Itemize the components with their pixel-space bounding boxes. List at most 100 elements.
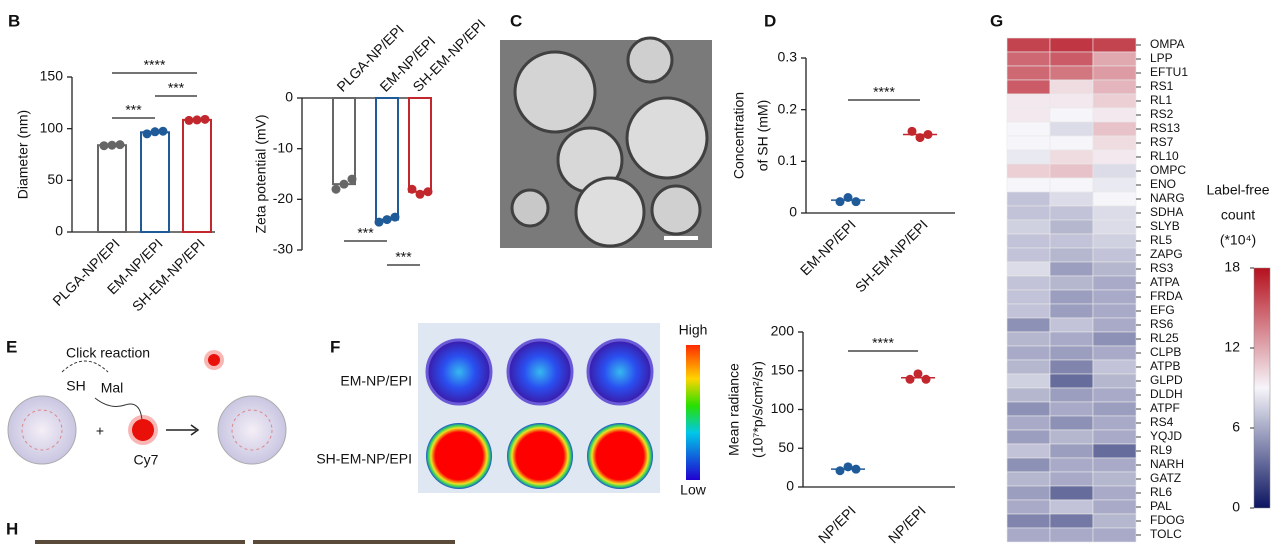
heatmap-cell — [1006, 443, 1051, 459]
data-point — [835, 466, 845, 476]
row-label: RL10 — [1150, 149, 1179, 163]
heatmap-cell — [1006, 37, 1051, 53]
bar — [182, 118, 212, 233]
heatmap-cell — [1092, 289, 1137, 305]
heatmap-cell — [1049, 65, 1094, 81]
row-label: RS4 — [1150, 415, 1174, 429]
heatmap-cell — [1049, 37, 1094, 53]
y-tick-label: 0 — [285, 89, 293, 105]
y-tick-label: -30 — [273, 241, 293, 257]
heatmap-cell — [1049, 177, 1094, 193]
heatmap-cell — [1049, 401, 1094, 417]
row-label: RS3 — [1150, 261, 1174, 275]
bar — [375, 97, 399, 221]
y-tick-label: -20 — [273, 190, 293, 206]
panel-label: C — [510, 11, 522, 30]
heatmap-cell — [1092, 317, 1137, 333]
colorbar-label: High — [679, 322, 708, 338]
x-tick-label: NP/EPI — [815, 502, 859, 544]
y-tick-label: 150 — [40, 68, 64, 84]
heatmap-cell — [1092, 247, 1137, 263]
heatmap-cell — [1049, 303, 1094, 319]
data-point — [913, 369, 923, 379]
heatmap-cell — [1049, 93, 1094, 109]
row-label: ATPF — [1150, 401, 1180, 415]
heatmap-cell — [1092, 261, 1137, 277]
heatmap-cell — [1049, 499, 1094, 515]
heatmap-cell — [1092, 51, 1137, 67]
row-label: NARH — [1150, 457, 1184, 471]
heatmap-cell — [1092, 163, 1137, 179]
heatmap-cell — [1006, 219, 1051, 235]
data-point — [921, 374, 931, 384]
diagram-label: Cy7 — [134, 452, 159, 468]
heatmap-cell — [1049, 163, 1094, 179]
row-label: RL6 — [1150, 485, 1172, 499]
heatmap-cell — [1006, 457, 1051, 473]
heatmap-cell — [1006, 275, 1051, 291]
data-point — [150, 127, 160, 137]
heatmap-cell — [1049, 373, 1094, 389]
data-point — [374, 217, 384, 227]
row-label: NARG — [1150, 191, 1185, 205]
heatmap-cell — [1092, 443, 1137, 459]
heatmap-cell — [1049, 471, 1094, 487]
row-label: SH-EM-NP/EPI — [316, 451, 412, 467]
colorbar — [1253, 267, 1271, 509]
heatmap-cell — [1049, 527, 1094, 543]
x-tick-label: NP/EPI — [885, 502, 929, 544]
heatmap-cell — [1006, 247, 1051, 263]
row-label: EM-NP/EPI — [340, 373, 412, 389]
heatmap-cell — [1049, 317, 1094, 333]
heatmap-cell — [1092, 359, 1137, 375]
heatmap-cell — [1006, 359, 1051, 375]
heatmap-cell — [1092, 527, 1137, 543]
heatmap-cell — [1049, 359, 1094, 375]
heatmap-cell — [1049, 247, 1094, 263]
heatmap-cell — [1006, 149, 1051, 165]
heatmap-cell — [1049, 513, 1094, 529]
data-point — [142, 129, 152, 139]
y-axis-title: Zeta potential (mV) — [253, 114, 269, 233]
heatmap-cell — [1092, 177, 1137, 193]
heatmap-cell — [1049, 443, 1094, 459]
x-tick-label: SH-EM-NP/EPI — [129, 235, 208, 314]
row-label: EFTU1 — [1150, 65, 1188, 79]
click-diagram — [7, 350, 287, 465]
heatmap-cell — [1092, 121, 1137, 137]
data-point — [835, 197, 845, 207]
heatmap-cell — [1092, 513, 1137, 529]
heatmap-cell — [1006, 107, 1051, 123]
heatmap-cell — [1049, 233, 1094, 249]
heatmap-cell — [1006, 163, 1051, 179]
heatmap-cell — [1049, 261, 1094, 277]
heatmap-cell — [1092, 275, 1137, 291]
heatmap-cell — [1049, 51, 1094, 67]
heatmap-cell — [1092, 331, 1137, 347]
panel-label: F — [330, 337, 340, 356]
heatmap-cell — [1006, 485, 1051, 501]
y-tick-label: 0 — [789, 204, 797, 220]
heatmap-cell — [1092, 471, 1137, 487]
heatmap-cell — [1006, 121, 1051, 137]
heatmap-cell — [1006, 93, 1051, 109]
heatmap-cell — [1006, 261, 1051, 277]
data-point — [331, 184, 341, 194]
data-point — [407, 184, 417, 194]
data-point — [99, 141, 109, 151]
data-point — [115, 140, 125, 150]
y-tick-label: 100 — [771, 400, 795, 416]
row-label: OMPA — [1150, 37, 1184, 51]
colorbar-tick-label: 12 — [1224, 339, 1240, 355]
heatmap-cell — [1006, 345, 1051, 361]
heatmap-cell — [1092, 107, 1137, 123]
heatmap-cell — [1006, 51, 1051, 67]
row-label: RS6 — [1150, 317, 1174, 331]
heatmap-cell — [1006, 233, 1051, 249]
heatmap-cell — [1049, 205, 1094, 221]
row-label: YQJD — [1150, 429, 1182, 443]
heatmap-cell — [1092, 401, 1137, 417]
heatmap-cell — [1006, 191, 1051, 207]
heatmap-cell — [1006, 429, 1051, 445]
heatmap-cell — [1049, 387, 1094, 403]
